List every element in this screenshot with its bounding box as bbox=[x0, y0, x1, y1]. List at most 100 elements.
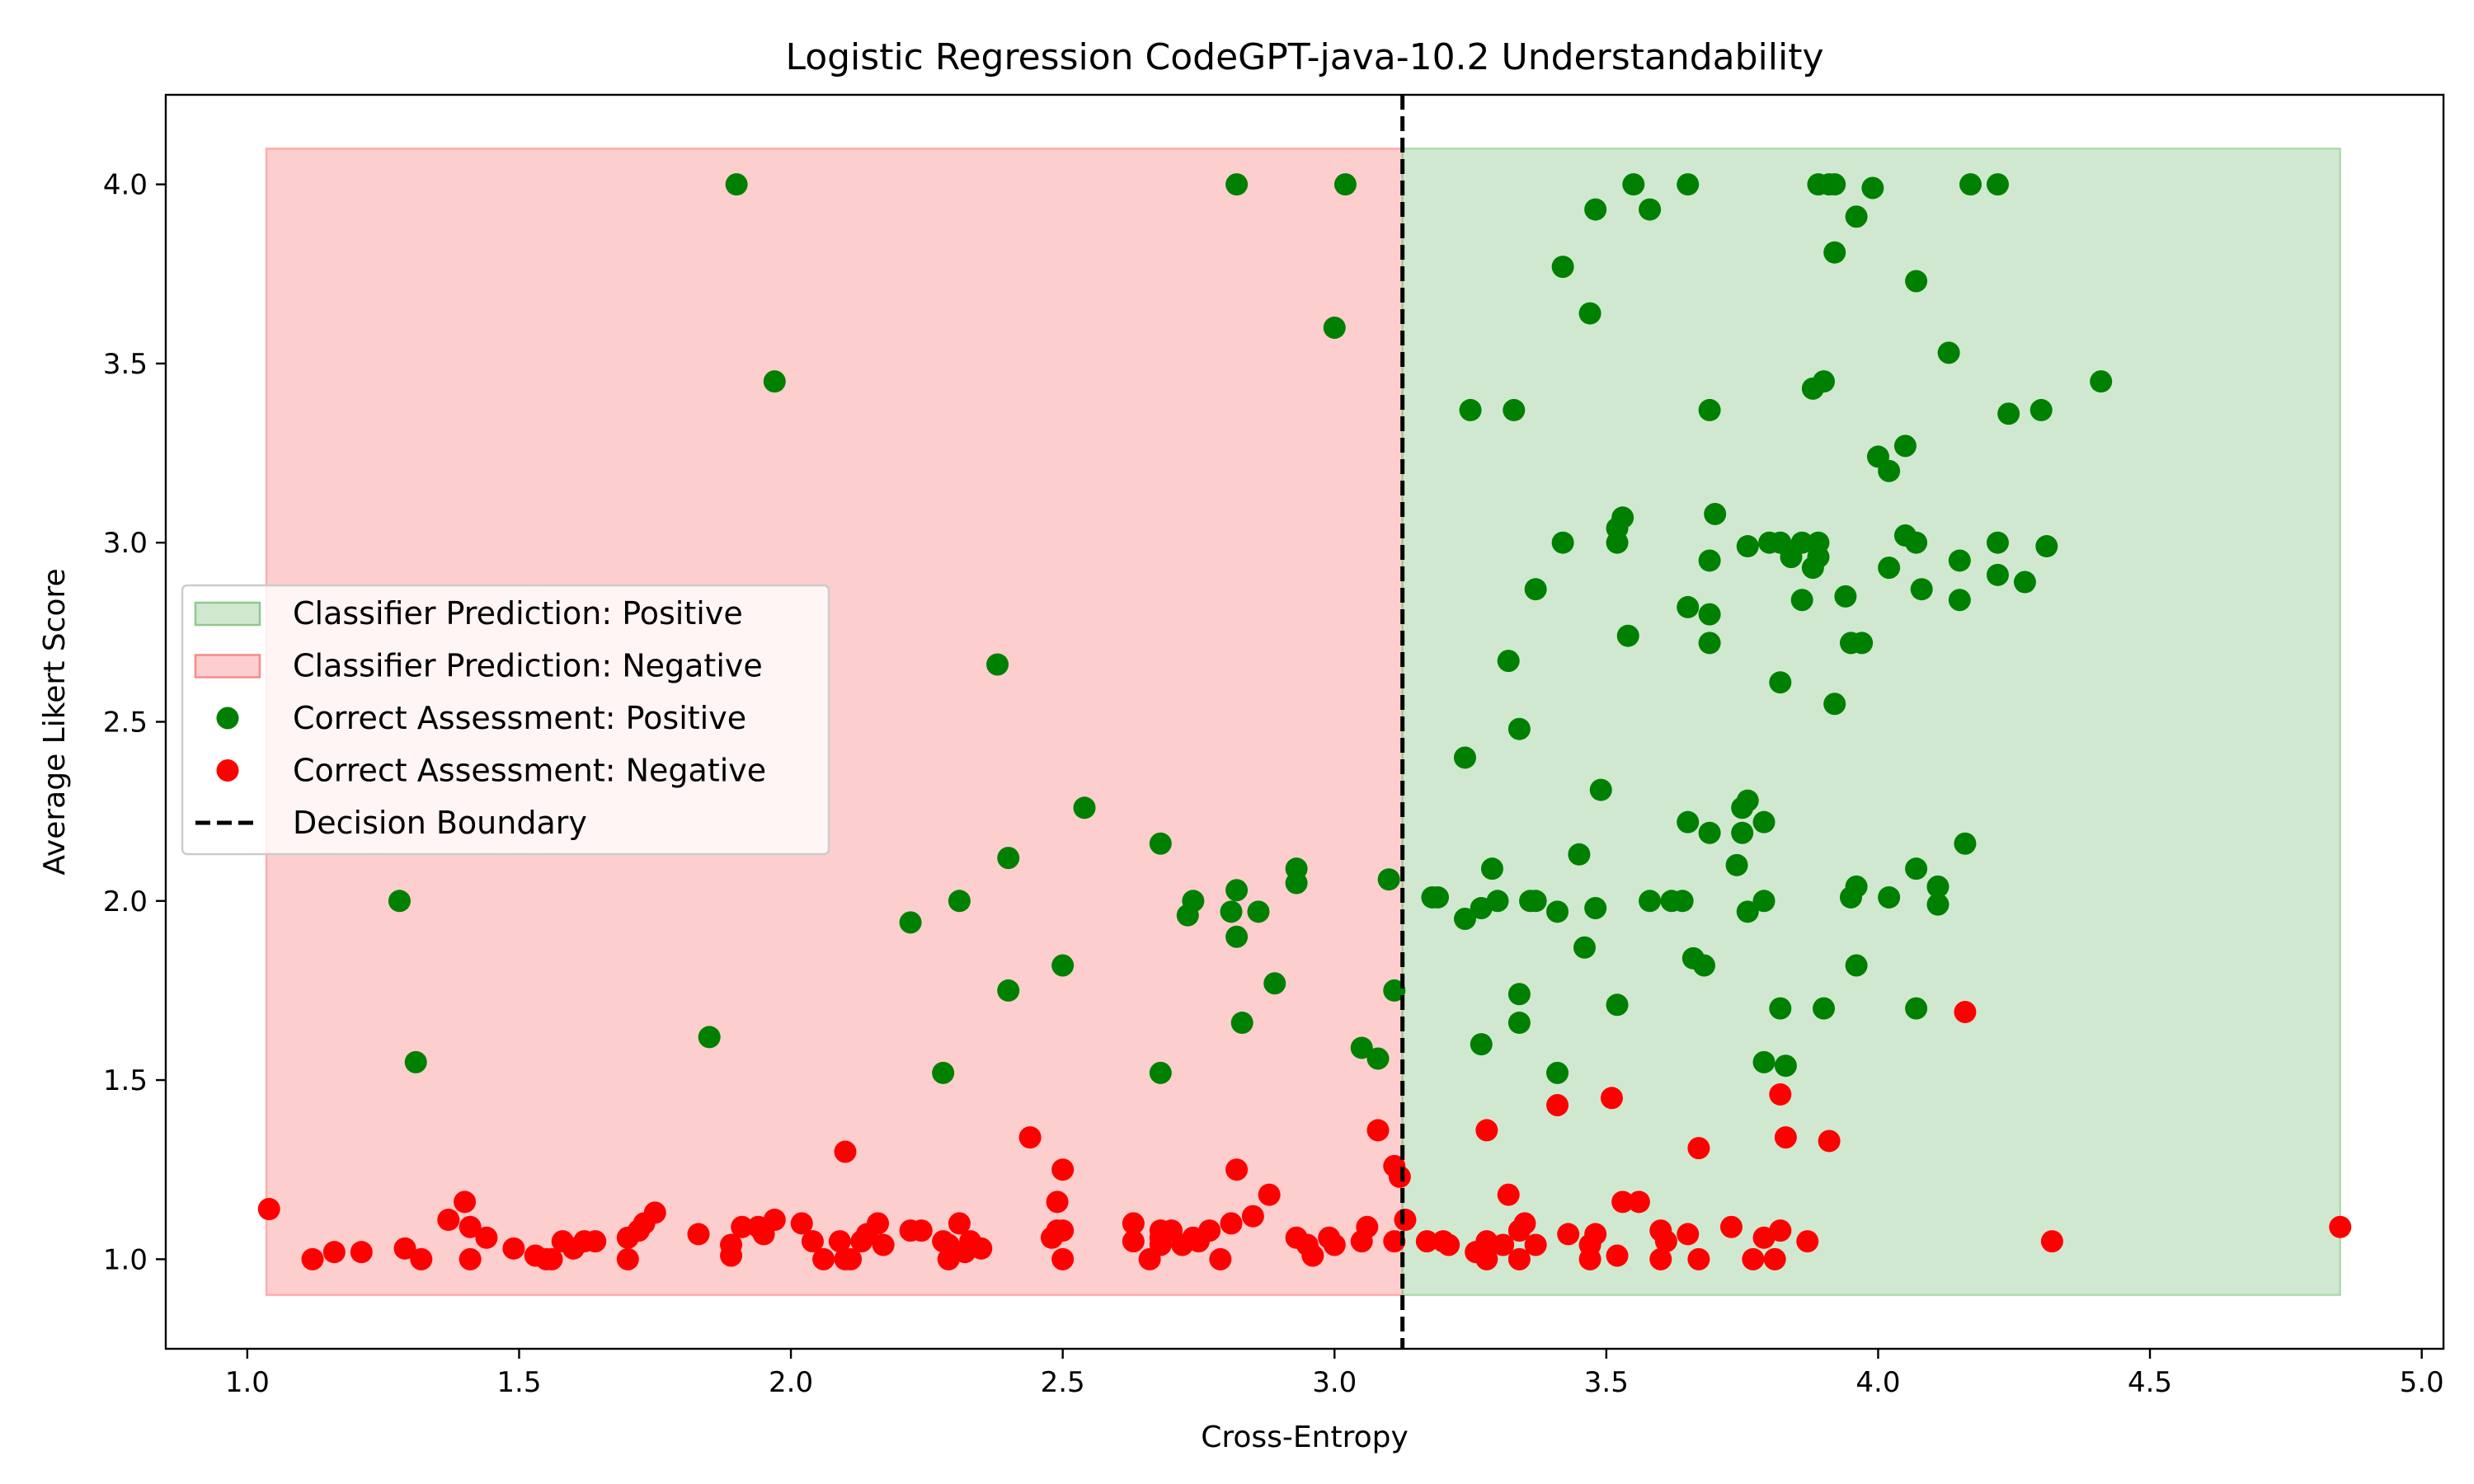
point-positive bbox=[1589, 778, 1612, 801]
point-positive bbox=[1578, 302, 1602, 325]
point-negative bbox=[752, 1223, 775, 1246]
point-positive bbox=[1823, 693, 1846, 716]
point-negative bbox=[584, 1230, 607, 1253]
scatter-points bbox=[257, 173, 2352, 1270]
point-negative bbox=[1611, 1190, 1634, 1214]
point-negative bbox=[1578, 1247, 1602, 1270]
point-positive bbox=[1149, 1061, 1172, 1084]
point-positive bbox=[899, 911, 922, 934]
y-axis-label: Average Likert Score bbox=[38, 568, 72, 875]
point-negative bbox=[502, 1237, 525, 1260]
point-positive bbox=[2090, 370, 2113, 393]
point-positive bbox=[1383, 979, 1406, 1002]
point-positive bbox=[2035, 535, 2058, 558]
point-positive bbox=[1752, 1050, 1776, 1073]
legend-label: Decision Boundary bbox=[293, 805, 587, 841]
point-positive bbox=[404, 1050, 427, 1073]
point-positive bbox=[1606, 531, 1629, 554]
point-positive bbox=[1230, 1012, 1253, 1035]
point-positive bbox=[1926, 893, 1950, 916]
point-positive bbox=[1878, 459, 1901, 482]
point-positive bbox=[1986, 563, 2009, 586]
point-positive bbox=[1507, 717, 1531, 740]
point-positive bbox=[1845, 205, 1868, 228]
point-negative bbox=[834, 1140, 857, 1163]
point-positive bbox=[1845, 954, 1868, 977]
point-negative bbox=[1220, 1212, 1243, 1235]
point-positive bbox=[1731, 796, 1754, 819]
point-negative bbox=[1366, 1119, 1390, 1142]
prediction-regions bbox=[265, 147, 2342, 1297]
point-negative bbox=[850, 1230, 873, 1253]
point-negative bbox=[790, 1212, 813, 1235]
y-tick-label: 3.5 bbox=[103, 348, 148, 381]
point-positive bbox=[1427, 885, 1450, 909]
point-positive bbox=[1698, 398, 1721, 421]
point-negative bbox=[1301, 1244, 1324, 1267]
point-positive bbox=[1839, 885, 1862, 909]
point-positive bbox=[986, 653, 1009, 676]
point-negative bbox=[937, 1247, 960, 1270]
point-positive bbox=[1698, 632, 1721, 655]
point-positive bbox=[997, 979, 1020, 1002]
legend-swatch-patch bbox=[194, 654, 261, 679]
point-negative bbox=[1557, 1223, 1580, 1246]
point-positive bbox=[1959, 173, 1982, 196]
point-negative bbox=[437, 1209, 460, 1232]
x-tick-label: 3.5 bbox=[1584, 1366, 1629, 1399]
point-negative bbox=[1475, 1247, 1498, 1270]
point-positive bbox=[1480, 857, 1503, 881]
legend: Classifier Prediction: Positive Classifie… bbox=[181, 584, 830, 856]
point-positive bbox=[1937, 341, 1960, 364]
point-negative bbox=[1677, 1223, 1700, 1246]
point-negative bbox=[1051, 1158, 1075, 1181]
point-negative bbox=[1742, 1247, 1765, 1270]
x-axis-ticks: 1.0 1.5 2.0 2.5 3.0 3.5 4.0 4.5 5.0 bbox=[225, 1349, 2444, 1399]
point-positive bbox=[1584, 896, 1607, 919]
point-positive bbox=[1671, 890, 1694, 913]
point-positive bbox=[1453, 746, 1476, 769]
point-positive bbox=[1769, 997, 1792, 1020]
point-negative bbox=[1171, 1233, 1194, 1256]
point-positive bbox=[1333, 173, 1357, 196]
point-positive bbox=[2013, 571, 2036, 594]
point-positive bbox=[1149, 832, 1172, 855]
point-positive bbox=[1225, 879, 1249, 902]
point-positive bbox=[1736, 900, 1759, 923]
point-positive bbox=[1905, 857, 1928, 881]
point-positive bbox=[1073, 796, 1096, 819]
point-negative bbox=[1258, 1183, 1281, 1206]
point-positive bbox=[1524, 890, 1547, 913]
point-positive bbox=[1948, 549, 1971, 572]
point-positive bbox=[1225, 925, 1249, 948]
point-positive bbox=[1639, 890, 1662, 913]
point-negative bbox=[1507, 1219, 1531, 1242]
point-negative bbox=[720, 1244, 743, 1267]
point-negative bbox=[1654, 1230, 1677, 1253]
point-negative bbox=[801, 1230, 824, 1253]
point-positive bbox=[1584, 198, 1607, 221]
point-negative bbox=[257, 1198, 280, 1221]
point-negative bbox=[616, 1226, 639, 1249]
point-negative bbox=[1383, 1230, 1406, 1253]
x-tick-label: 1.0 bbox=[225, 1366, 270, 1399]
point-positive bbox=[1704, 502, 1727, 525]
point-negative bbox=[475, 1226, 498, 1249]
point-negative bbox=[1752, 1226, 1776, 1249]
point-positive bbox=[1377, 868, 1400, 891]
point-positive bbox=[1893, 434, 1917, 458]
point-positive bbox=[1801, 556, 1824, 580]
point-negative bbox=[948, 1212, 971, 1235]
point-positive bbox=[1507, 983, 1531, 1006]
point-negative bbox=[1046, 1190, 1069, 1214]
point-positive bbox=[1677, 810, 1700, 834]
point-positive bbox=[1698, 603, 1721, 626]
point-negative bbox=[1497, 1183, 1520, 1206]
point-positive bbox=[1905, 997, 1928, 1020]
point-negative bbox=[812, 1247, 835, 1270]
point-positive bbox=[1503, 398, 1526, 421]
point-positive bbox=[1997, 402, 2020, 425]
point-negative bbox=[616, 1247, 639, 1270]
point-positive bbox=[1606, 993, 1629, 1017]
point-negative bbox=[1051, 1247, 1075, 1270]
